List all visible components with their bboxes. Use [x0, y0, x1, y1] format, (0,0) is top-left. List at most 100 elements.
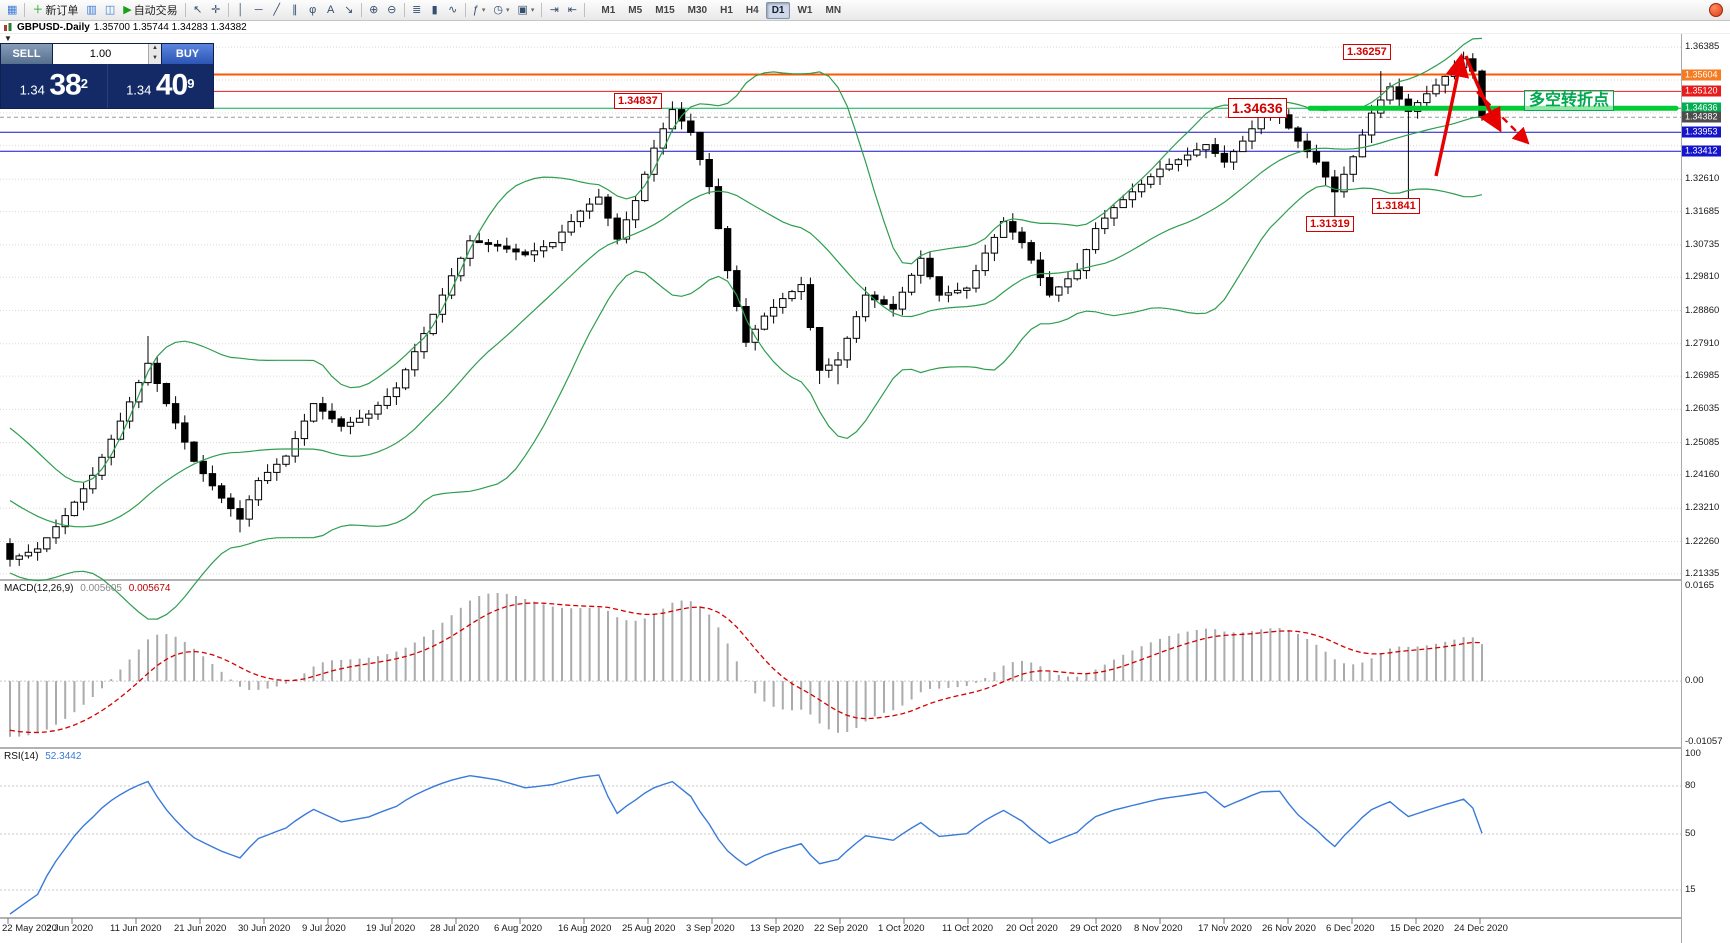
- toolbar-separator: [184, 3, 186, 17]
- candlestick-chart-icon-glyph: ▮: [431, 3, 438, 16]
- timeframe-bar: M1 M5 M15 M30 H1 H4 D1 W1 MN: [595, 1, 847, 19]
- timeframe-M30[interactable]: M30: [687, 4, 708, 16]
- navigator-icon[interactable]: ◫: [101, 1, 119, 19]
- horizontal-line-icon[interactable]: ─: [250, 1, 268, 19]
- chart-shift-icon-glyph: ⇤: [567, 3, 577, 16]
- toolbar-separator: [24, 3, 26, 17]
- macd-signal-value: 0.005674: [128, 583, 171, 594]
- bollinger-middle: [9, 116, 1483, 528]
- bar-chart-icon[interactable]: ≣: [408, 1, 426, 19]
- text-icon[interactable]: A: [322, 1, 340, 19]
- templates-icon[interactable]: ▣ ▾: [513, 1, 538, 19]
- line-chart-icon[interactable]: ∿: [444, 1, 462, 19]
- toolbar-separator: [403, 3, 405, 17]
- autotrading-button[interactable]: ▶ 自动交易: [123, 3, 178, 17]
- axis-separator: [1681, 34, 1682, 943]
- candlestick-chart-icon[interactable]: ▮: [426, 1, 444, 19]
- chart-window-icon-glyph: ▦: [7, 3, 18, 16]
- toolbar-separator: [464, 3, 466, 17]
- sell-price-big: 38: [49, 68, 81, 102]
- zoom-in-icon-glyph: ⊕: [369, 3, 379, 16]
- timeframe-MN[interactable]: MN: [825, 4, 842, 16]
- arrows-icon[interactable]: ↘: [340, 1, 358, 19]
- rsi-line: [9, 774, 1483, 915]
- new-order-glyph: ＋: [32, 3, 44, 16]
- text-icon-glyph: A: [327, 3, 335, 16]
- price-callout[interactable]: 1.36257: [1343, 43, 1391, 60]
- panel-collapse-icon[interactable]: ▼: [4, 34, 12, 43]
- crosshair-icon-glyph: ✛: [211, 3, 221, 16]
- channel-icon[interactable]: ∥: [286, 1, 304, 19]
- navigator-icon-glyph: ◫: [104, 3, 116, 16]
- macd-panel: [0, 593, 1682, 737]
- periods-icon-glyph: ◷: [493, 3, 503, 16]
- sell-button[interactable]: SELL: [1, 44, 53, 64]
- fibonacci-icon-glyph: φ: [309, 3, 317, 16]
- sell-price-quote[interactable]: 1.34 382: [1, 64, 108, 108]
- trend-arrows[interactable]: [1434, 52, 1530, 177]
- cursor-icon-glyph: ↖: [193, 3, 203, 16]
- chart-title-row: GBPUSD-.Daily 1.35700 1.35744 1.34283 1.…: [0, 21, 1730, 34]
- toolbar-buttons: ▦ ＋新订单 ▥ ◫ ▶ 自动交易 ↖ ✛ │ ─ ╱ ∥ φ A ↘ ⊕ ⊖ ≣ ▮ ∿ ƒ ▾ ◷ ▾ ▣ ▾ ⇥ ⇤: [3, 1, 588, 19]
- chart-shift-icon[interactable]: ⇤: [563, 1, 581, 19]
- one-click-trading-panel: SELL ▲ ▼ BUY 1.34 382 1.34 409: [0, 43, 214, 109]
- periods-icon[interactable]: ◷ ▾: [489, 1, 513, 19]
- buy-button[interactable]: BUY: [161, 44, 213, 64]
- auto-scroll-icon[interactable]: ⇥: [545, 1, 563, 19]
- market-watch-icon[interactable]: ▥: [82, 1, 100, 19]
- zoom-in-icon[interactable]: ⊕: [365, 1, 383, 19]
- chevron-down-icon: ▾: [505, 7, 510, 14]
- toolbar-separator: [227, 3, 229, 17]
- timeframe-M15[interactable]: M15: [655, 4, 675, 16]
- zoom-out-icon[interactable]: ⊖: [383, 1, 401, 19]
- bollinger-lower: [9, 184, 1483, 620]
- indicators-icon[interactable]: ƒ ▾: [469, 1, 490, 19]
- buy-price-quote[interactable]: 1.34 409: [108, 64, 214, 108]
- macd-header: MACD(12,26,9) 0.005605 0.005674: [4, 583, 174, 594]
- timeframe-H4[interactable]: H4: [745, 4, 759, 16]
- new-order-button[interactable]: ＋新订单: [32, 3, 79, 17]
- turning-point-label[interactable]: 多空转折点: [1524, 90, 1615, 111]
- toolbar-separator: [360, 3, 362, 17]
- crosshair-icon[interactable]: ✛: [207, 1, 225, 19]
- price-callout[interactable]: 1.31319: [1306, 216, 1354, 233]
- rsi-value: 52.3442: [45, 751, 82, 762]
- timeframe-H1[interactable]: H1: [720, 4, 733, 16]
- timeframe-M5[interactable]: M5: [628, 4, 643, 16]
- sell-price-prefix: 1.34: [19, 82, 45, 98]
- trade-controls-row: SELL ▲ ▼ BUY: [1, 44, 213, 64]
- buy-price-prefix: 1.34: [126, 82, 152, 98]
- timeframe-M1[interactable]: M1: [601, 4, 616, 16]
- notification-icon[interactable]: [1709, 3, 1723, 17]
- volume-down-button[interactable]: ▼: [149, 54, 161, 64]
- price-callout[interactable]: 1.34837: [614, 93, 662, 110]
- volume-input[interactable]: [53, 44, 148, 64]
- buy-price-sup: 9: [187, 76, 195, 91]
- price-quotes-row: 1.34 382 1.34 409: [1, 64, 213, 108]
- price-chart[interactable]: [0, 34, 1682, 943]
- rsi-header: RSI(14) 52.3442: [4, 751, 85, 762]
- chart-annotations: 1.36257 1.34837 1.34636 1.31841 1.31319 多空转折点: [0, 34, 1730, 943]
- chart-window-icon[interactable]: ▦: [3, 1, 21, 19]
- timeframe-D1[interactable]: D1: [765, 1, 791, 19]
- candlestick-series: [6, 51, 1486, 567]
- trendline-icon[interactable]: ╱: [268, 1, 286, 19]
- volume-up-button[interactable]: ▲: [149, 44, 161, 54]
- horizontal-line-icon-glyph: ─: [254, 3, 263, 16]
- chart-title: GBPUSD-.Daily: [17, 21, 90, 33]
- indicators-icon-glyph: ƒ: [472, 3, 479, 16]
- macd-name: MACD(12,26,9): [4, 583, 74, 594]
- fibonacci-icon[interactable]: φ: [304, 1, 322, 19]
- cursor-icon[interactable]: ↖: [189, 1, 207, 19]
- volume-spinner: ▲ ▼: [148, 44, 161, 64]
- timeframe-W1[interactable]: W1: [797, 4, 813, 16]
- vertical-line-icon[interactable]: │: [232, 1, 250, 19]
- volume-field: ▲ ▼: [53, 44, 161, 64]
- rsi-panel: [0, 774, 1682, 915]
- price-callout[interactable]: 1.34636: [1228, 98, 1287, 119]
- macd-signal-line: [9, 602, 1483, 734]
- horizontal-levels[interactable]: [0, 73, 1682, 152]
- chevron-down-icon: ▾: [481, 7, 486, 14]
- price-callout[interactable]: 1.31841: [1372, 198, 1420, 215]
- rsi-name: RSI(14): [4, 751, 39, 762]
